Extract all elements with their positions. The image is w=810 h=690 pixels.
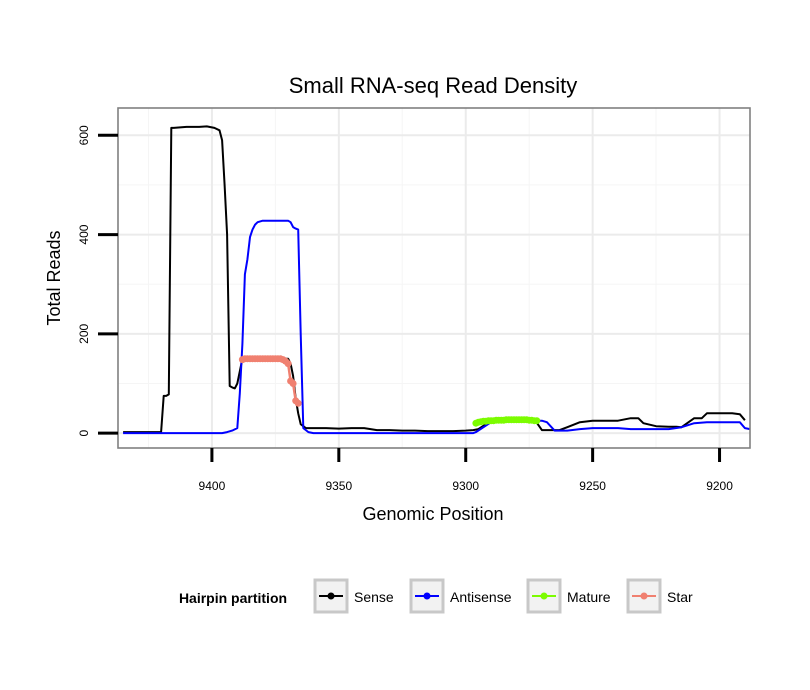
star-point: [294, 399, 302, 407]
x-tick-label: 9350: [325, 479, 352, 493]
legend-label: Star: [667, 589, 693, 605]
legend-item-star: Star: [626, 578, 693, 614]
y-tick-label: 400: [77, 224, 91, 244]
legend-label: Sense: [354, 589, 394, 605]
legend-key-point: [423, 592, 431, 600]
grid: [118, 108, 750, 448]
y-axis: 0 200 400 600: [77, 125, 118, 436]
x-axis: 9400 9350 9300 9250 9200: [199, 448, 733, 493]
series-mature: [472, 416, 541, 427]
legend-item-sense: Sense: [313, 578, 394, 614]
x-axis-title: Genomic Position: [362, 504, 503, 524]
legend-item-mature: Mature: [526, 578, 611, 614]
legend-key-point: [540, 592, 548, 600]
legend-title: Hairpin partition: [179, 590, 287, 606]
series-layer: [123, 125, 751, 435]
series-sense: [123, 125, 746, 434]
y-tick-label: 0: [77, 429, 91, 436]
plot-border: [117, 107, 751, 449]
chart-title: Small RNA-seq Read Density: [289, 73, 578, 98]
x-tick-label: 9250: [579, 479, 606, 493]
series-star: [238, 355, 302, 407]
star-point: [289, 380, 297, 387]
sense-line: [123, 125, 746, 434]
x-tick-label: 9300: [452, 479, 479, 493]
y-tick-label: 600: [77, 125, 91, 145]
legend-key-point: [327, 592, 335, 600]
star-point: [284, 360, 292, 368]
legend-label: Antisense: [450, 589, 512, 605]
antisense-line: [123, 219, 751, 435]
x-tick-label: 9200: [706, 479, 733, 493]
x-tick-label: 9400: [199, 479, 226, 493]
mature-point: [533, 417, 541, 425]
legend-item-antisense: Antisense: [409, 578, 512, 614]
y-axis-title: Total Reads: [44, 230, 64, 325]
y-tick-label: 200: [77, 324, 91, 344]
series-antisense: [123, 219, 751, 435]
legend-key-point: [640, 592, 648, 600]
legend: Hairpin partition Sense Antisense Mature St…: [179, 578, 693, 614]
legend-label: Mature: [567, 589, 611, 605]
